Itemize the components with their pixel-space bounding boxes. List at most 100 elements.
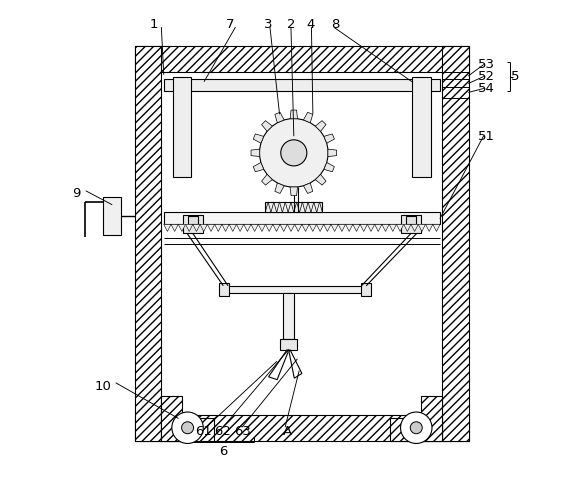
Polygon shape (215, 224, 222, 231)
Polygon shape (309, 224, 317, 231)
Polygon shape (346, 224, 353, 231)
Bar (219, 283, 229, 296)
Bar (265, 202, 322, 213)
Polygon shape (275, 183, 284, 193)
Bar (422, 396, 443, 441)
Polygon shape (186, 224, 193, 231)
Polygon shape (353, 224, 360, 231)
Bar (161, 396, 182, 441)
Circle shape (182, 422, 194, 434)
Polygon shape (397, 224, 404, 231)
Text: 52: 52 (478, 70, 495, 83)
Bar (103, 197, 121, 235)
Bar (412, 77, 430, 177)
Text: 62: 62 (214, 425, 231, 438)
Bar (161, 417, 214, 441)
Polygon shape (316, 174, 326, 185)
Bar (183, 215, 203, 233)
Text: 10: 10 (95, 380, 112, 393)
Bar (401, 215, 421, 233)
Polygon shape (375, 224, 382, 231)
Circle shape (401, 412, 432, 443)
Circle shape (410, 422, 422, 434)
Polygon shape (418, 224, 426, 231)
Polygon shape (404, 224, 411, 231)
Polygon shape (251, 224, 258, 231)
Polygon shape (295, 224, 302, 231)
Polygon shape (316, 120, 326, 132)
Text: 8: 8 (331, 18, 339, 31)
Polygon shape (367, 224, 375, 231)
Polygon shape (382, 224, 389, 231)
Text: 7: 7 (226, 18, 235, 31)
Polygon shape (328, 149, 336, 157)
Bar (173, 77, 191, 177)
Polygon shape (237, 224, 244, 231)
Circle shape (172, 412, 203, 443)
Polygon shape (433, 224, 440, 231)
Text: 1: 1 (150, 18, 158, 31)
Polygon shape (222, 224, 229, 231)
Polygon shape (244, 224, 251, 231)
Polygon shape (287, 224, 295, 231)
Polygon shape (253, 134, 264, 143)
Text: 53: 53 (478, 58, 495, 71)
Polygon shape (324, 134, 335, 143)
Polygon shape (389, 224, 397, 231)
Text: 5: 5 (510, 70, 519, 83)
Circle shape (259, 119, 328, 187)
Bar (164, 79, 440, 91)
Text: 51: 51 (478, 130, 495, 143)
Polygon shape (302, 224, 309, 231)
Bar (283, 294, 294, 339)
Bar (361, 283, 371, 296)
Polygon shape (251, 149, 260, 157)
Bar (187, 216, 198, 224)
Polygon shape (258, 224, 266, 231)
Polygon shape (262, 174, 273, 185)
Polygon shape (200, 224, 208, 231)
Circle shape (281, 140, 307, 166)
Polygon shape (324, 162, 335, 172)
Bar (443, 46, 469, 441)
Polygon shape (411, 224, 418, 231)
Bar (390, 417, 443, 441)
Polygon shape (171, 224, 178, 231)
Text: 6: 6 (219, 445, 227, 458)
Polygon shape (262, 120, 273, 132)
Polygon shape (303, 183, 313, 193)
Polygon shape (280, 224, 287, 231)
Text: 54: 54 (478, 82, 495, 95)
Bar (406, 216, 416, 224)
Polygon shape (178, 224, 186, 231)
Polygon shape (253, 162, 264, 172)
Polygon shape (290, 110, 298, 119)
Polygon shape (360, 224, 367, 231)
Polygon shape (290, 187, 298, 196)
Polygon shape (208, 224, 215, 231)
Bar (164, 213, 440, 224)
Polygon shape (273, 224, 280, 231)
Polygon shape (266, 224, 273, 231)
Polygon shape (193, 224, 200, 231)
Text: 63: 63 (234, 425, 251, 438)
Bar (135, 46, 161, 441)
Polygon shape (275, 112, 284, 123)
Text: 2: 2 (287, 18, 295, 31)
Text: 3: 3 (264, 18, 273, 31)
Polygon shape (426, 224, 433, 231)
Bar (135, 415, 469, 441)
Bar (135, 46, 469, 72)
Polygon shape (331, 224, 338, 231)
Polygon shape (303, 112, 313, 123)
Bar (223, 286, 366, 294)
Polygon shape (229, 224, 237, 231)
Bar (280, 339, 297, 349)
Text: 61: 61 (195, 425, 212, 438)
Text: A: A (283, 425, 292, 438)
Polygon shape (338, 224, 346, 231)
Polygon shape (324, 224, 331, 231)
Polygon shape (164, 224, 171, 231)
Text: 9: 9 (72, 187, 81, 200)
Polygon shape (317, 224, 324, 231)
